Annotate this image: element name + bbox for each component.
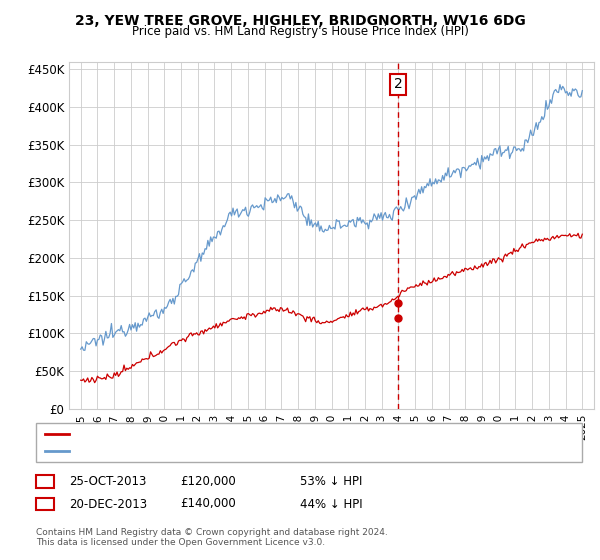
Text: 2: 2	[394, 77, 402, 91]
Text: 2: 2	[41, 497, 49, 511]
Text: Price paid vs. HM Land Registry's House Price Index (HPI): Price paid vs. HM Land Registry's House …	[131, 25, 469, 38]
Text: HPI: Average price, detached house, Shropshire: HPI: Average price, detached house, Shro…	[72, 446, 321, 456]
Text: 1: 1	[41, 475, 49, 488]
Text: 23, YEW TREE GROVE, HIGHLEY, BRIDGNORTH, WV16 6DG: 23, YEW TREE GROVE, HIGHLEY, BRIDGNORTH,…	[74, 14, 526, 28]
Text: Contains HM Land Registry data © Crown copyright and database right 2024.
This d: Contains HM Land Registry data © Crown c…	[36, 528, 388, 547]
Text: £120,000: £120,000	[180, 475, 236, 488]
Text: £140,000: £140,000	[180, 497, 236, 511]
Text: 44% ↓ HPI: 44% ↓ HPI	[300, 497, 362, 511]
Text: 20-DEC-2013: 20-DEC-2013	[69, 497, 147, 511]
Text: 25-OCT-2013: 25-OCT-2013	[69, 475, 146, 488]
Text: 23, YEW TREE GROVE, HIGHLEY, BRIDGNORTH, WV16 6DG (detached house): 23, YEW TREE GROVE, HIGHLEY, BRIDGNORTH,…	[72, 429, 471, 439]
Text: 53% ↓ HPI: 53% ↓ HPI	[300, 475, 362, 488]
